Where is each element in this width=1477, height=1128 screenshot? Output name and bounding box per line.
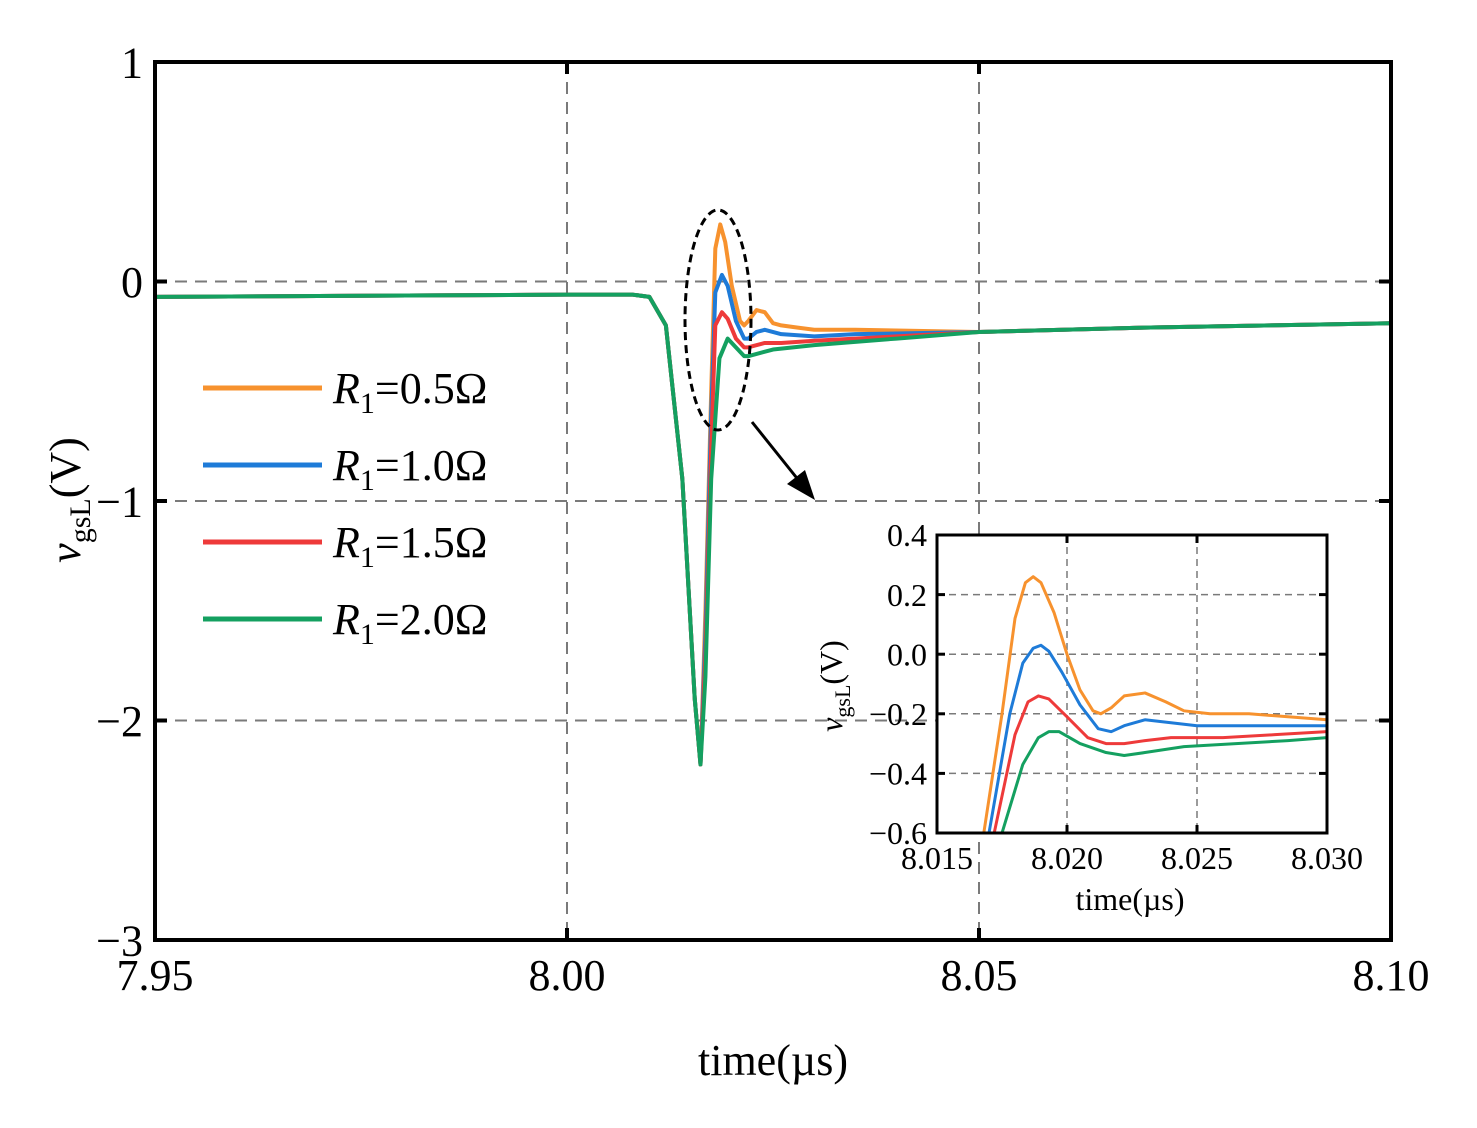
main-series-line-4 [155, 292, 1391, 767]
inset-series-line-4 [1000, 730, 1327, 833]
main-y-tick-label: 1 [121, 38, 143, 87]
inset-x-tick-labels: 8.015 8.020 8.025 8.030 [901, 840, 1363, 876]
inset-background [937, 535, 1327, 833]
main-x-tick-label: 8.05 [941, 951, 1018, 1000]
inset-series-line-3 [992, 694, 1327, 833]
legend-label-4: R1=2.0Ω [332, 595, 487, 651]
legend-label-3: R1=1.5Ω [332, 518, 487, 574]
main-x-tick-labels: 7.95 8.00 8.05 8.10 [117, 951, 1430, 1000]
zoom-arrow-head [787, 470, 815, 500]
inset-y-tick-labels: −0.6 −0.4 −0.2 0.0 0.2 0.4 [869, 517, 927, 851]
main-x-tick-label: 8.00 [529, 951, 606, 1000]
main-x-tick-label: 8.10 [1353, 951, 1430, 1000]
inset-x-tick-label: 8.020 [1031, 840, 1103, 876]
inset-x-tick-label: 8.025 [1161, 840, 1233, 876]
inset-y-tick-label: 0.4 [887, 517, 927, 553]
main-y-tick-label: −1 [96, 477, 143, 526]
inset-plot-frame [935, 533, 1329, 835]
inset-y-tick-label: 0.0 [887, 636, 927, 672]
main-y-tick-label: 0 [121, 258, 143, 307]
zoom-region-ellipse [683, 208, 753, 432]
main-y-tick-label: −3 [96, 916, 143, 965]
zoom-arrow-line [750, 421, 802, 483]
main-x-axis-label: time(µs) [698, 1036, 848, 1085]
inset-series-group [982, 575, 1327, 833]
inset-y-axis-label: vgsL(V) [813, 640, 855, 732]
main-x-tick-label: 7.95 [117, 951, 194, 1000]
inset-x-tick-label: 8.030 [1291, 840, 1363, 876]
inset-y-tick-label: −0.6 [869, 815, 927, 851]
inset-series-line-2 [987, 643, 1327, 833]
main-plot-frame [153, 60, 1393, 942]
inset-x-tick-label: 8.015 [901, 840, 973, 876]
legend: R1=0.5Ω R1=1.0Ω R1=1.5Ω R1=2.0Ω [203, 364, 487, 651]
inset-y-tick-label: 0.2 [887, 577, 927, 613]
legend-label-2: R1=1.0Ω [332, 441, 487, 497]
main-y-tick-label: −2 [96, 697, 143, 746]
inset-x-axis-label: time(µs) [1075, 881, 1184, 917]
inset-y-tick-label: −0.4 [869, 756, 927, 792]
main-series-group [155, 222, 1391, 767]
inset-y-tick-label: −0.2 [869, 696, 927, 732]
main-y-axis-label: vgsL(V) [41, 437, 97, 563]
main-y-tick-labels: −3 −2 −1 0 1 [96, 38, 143, 965]
inset-series-line-1 [982, 575, 1327, 833]
legend-label-1: R1=0.5Ω [332, 364, 487, 420]
